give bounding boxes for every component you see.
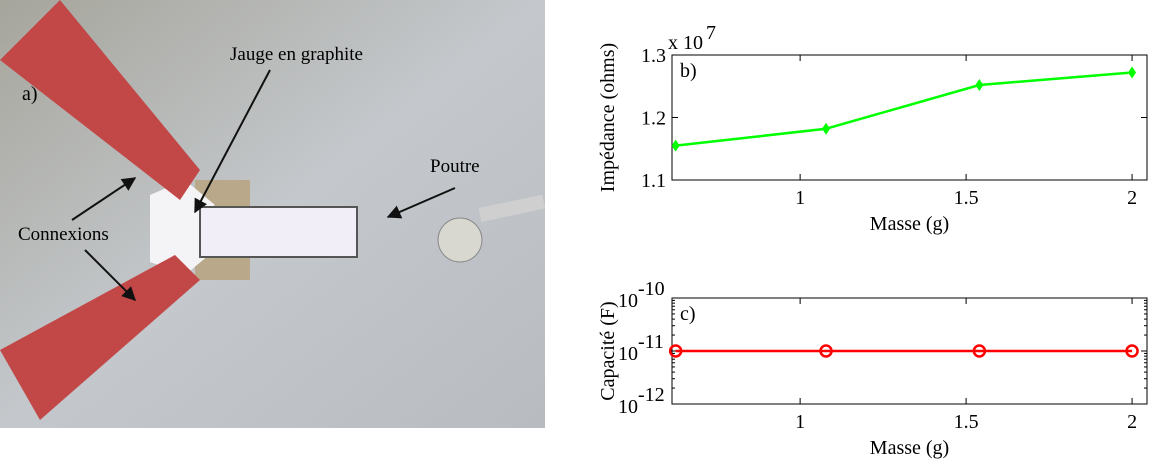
x-axis-label: Masse (g) <box>870 213 949 235</box>
y-axis-label: Capacité (F) <box>597 301 619 400</box>
point <box>975 79 984 91</box>
x-tick-label: 1.5 <box>954 411 979 433</box>
y-tick-label: 10 <box>618 290 638 312</box>
x-tick-label: 2 <box>1127 411 1137 433</box>
y-tick-exponent: -11 <box>638 331 664 353</box>
x-axis-label: Masse (g) <box>870 437 949 459</box>
series-line <box>675 71 1133 147</box>
panel-label: a) <box>22 83 38 105</box>
plot-frame <box>671 54 1148 181</box>
rod <box>478 194 546 222</box>
annotation: Connexions <box>18 224 109 245</box>
y-tick-exponent: -12 <box>638 384 665 406</box>
point <box>671 139 680 152</box>
x-tick-label: 1.5 <box>954 187 979 209</box>
y-tick-label: 1.1 <box>641 170 666 192</box>
point <box>972 344 987 358</box>
y-multiplier-exponent: 7 <box>706 22 716 44</box>
point <box>668 344 683 358</box>
arrow <box>194 69 271 214</box>
beam <box>199 206 358 258</box>
panel-label: c) <box>680 303 696 325</box>
red-clamp-bottom <box>0 255 200 420</box>
arrow <box>386 187 456 219</box>
y-tick-label: 1.2 <box>641 108 666 130</box>
x-tick-label: 2 <box>1127 187 1137 209</box>
x-tick-label: 1 <box>795 187 805 209</box>
y-tick-label: 10 <box>618 343 638 365</box>
x-tick-label: 1 <box>795 411 805 433</box>
y-axis-label: Impédance (ohms) <box>597 43 619 192</box>
red-clamp-top <box>0 0 200 200</box>
annotation: Jauge en graphite <box>230 44 363 65</box>
y-tick-exponent: -10 <box>638 278 665 300</box>
y-tick-label: 1.3 <box>641 45 666 67</box>
arrow <box>84 249 136 301</box>
point <box>822 122 831 135</box>
point <box>1125 344 1139 358</box>
y-tick-label: 10 <box>618 396 638 418</box>
point <box>819 344 833 358</box>
arrow <box>71 177 137 221</box>
annotation: Poutre <box>430 156 480 177</box>
bolt <box>437 217 483 263</box>
y-multiplier: x 10 <box>668 32 703 54</box>
panel-label: b) <box>680 60 697 82</box>
point <box>1128 66 1137 79</box>
photo: a) Jauge en graphite Poutre Connexions <box>0 0 546 428</box>
